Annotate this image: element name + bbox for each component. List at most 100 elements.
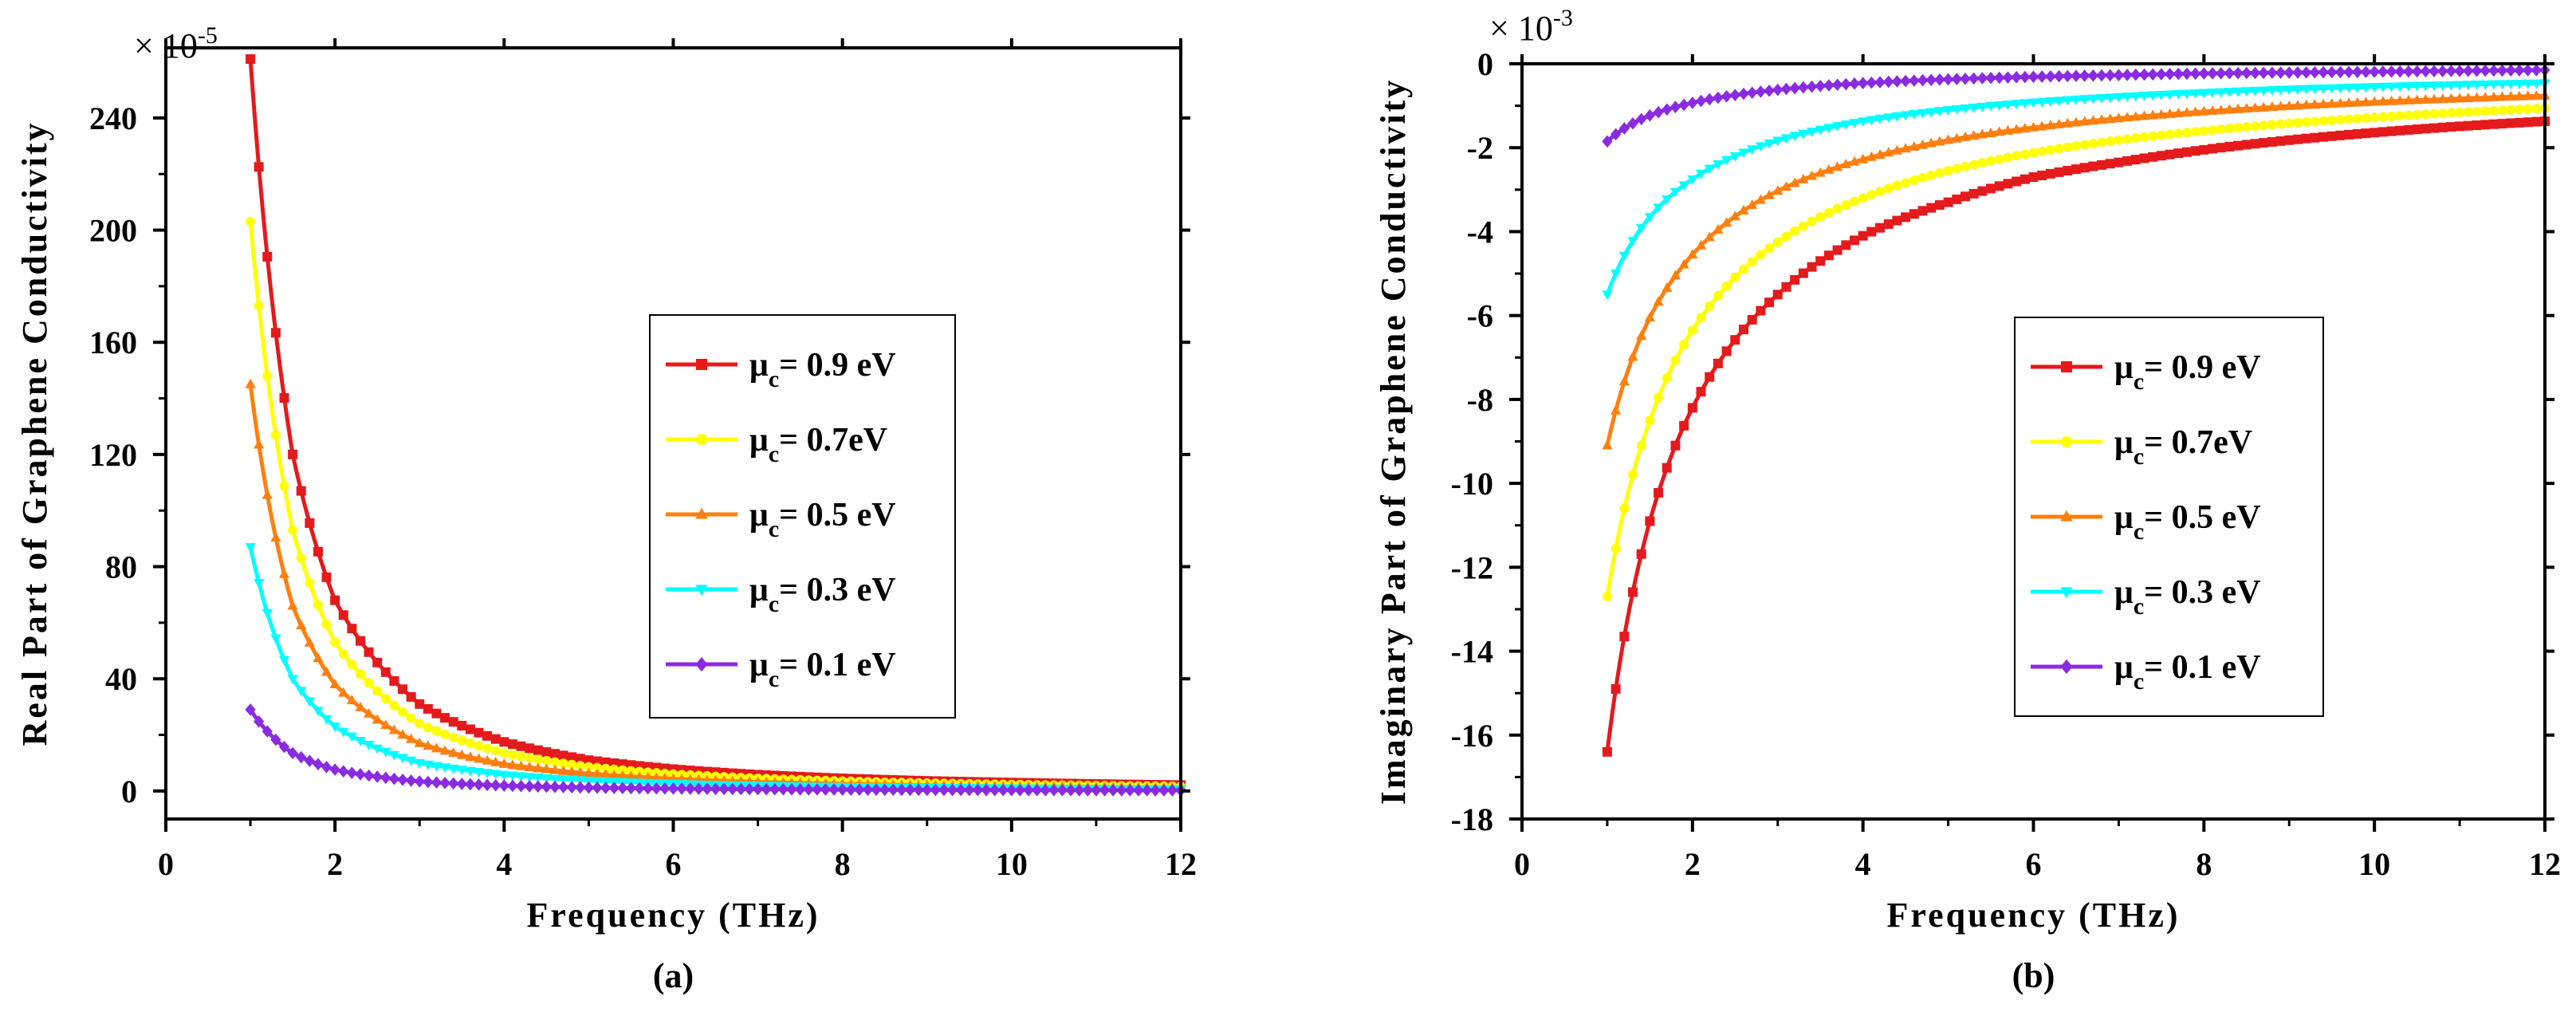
data-point [2301,117,2311,128]
data-point [296,687,307,697]
data-point [2377,65,2389,78]
data-point [254,301,264,311]
data-point [388,772,400,786]
data-point [364,707,375,718]
data-point [1934,167,1945,178]
data-point [2113,93,2125,103]
data-point [1704,164,1715,175]
data-point [525,743,535,754]
data-point [1823,207,1834,218]
data-point [1653,296,1664,306]
legend-label: μc= 0.3 eV [2114,574,2261,620]
data-point [482,754,493,765]
x-tick-label: 6 [666,846,682,882]
data-point [1654,392,1664,403]
data-point [2148,131,2158,141]
data-point [2036,97,2047,108]
data-point [482,730,493,741]
data-point [1056,784,1068,797]
data-point [2113,112,2125,123]
data-point [507,759,518,770]
data-point [499,737,509,747]
data-point [2445,93,2456,103]
data-point [676,782,687,795]
data-point [1619,503,1630,514]
data-point [2028,148,2039,158]
data-point [617,765,627,775]
data-point [1618,376,1630,386]
data-point [2446,122,2456,132]
data-point [1858,230,1868,241]
data-point [431,762,442,772]
data-point [262,251,273,262]
data-point [2352,83,2363,93]
data-point [439,776,450,790]
y-multiplier-base: × 10 [1489,9,1553,48]
data-point [431,726,442,736]
data-point [584,755,594,766]
legend-mu: μ [749,572,769,608]
series-group [1602,64,2550,757]
data-point [1858,117,1869,128]
data-point [1730,272,1740,282]
data-point [1713,290,1723,301]
data-point [2190,89,2201,99]
data-point [2395,125,2405,136]
data-point [1831,122,1843,132]
legend-mu: μ [2114,499,2134,536]
data-point [981,783,992,797]
data-point [803,783,814,796]
y-tick-label: -2 [1467,130,1493,166]
data-point [364,769,375,782]
data-point [380,694,391,704]
data-point [431,776,442,789]
data-point [2360,96,2372,107]
data-point [1721,281,1732,291]
legend-label: μc= 0.9 eV [2114,349,2261,395]
data-point [1602,592,1612,602]
data-point [457,735,467,746]
data-point [1747,257,1757,267]
data-point [997,783,1009,797]
data-point [1644,108,1655,122]
data-point [1781,282,1791,292]
data-point [1952,163,1962,174]
legend-marker [2061,436,2072,447]
legend-mu: μ [749,422,769,459]
data-point [2275,66,2287,79]
data-point [279,481,289,491]
data-point [440,729,450,739]
data-point [262,489,273,499]
data-point [346,695,357,705]
data-point [2208,144,2218,154]
data-point [305,518,315,528]
data-point [1866,76,1877,89]
data-point [1866,190,1877,200]
data-point [549,749,560,759]
data-point [524,780,535,793]
data-point [634,782,645,795]
data-point [2352,129,2362,140]
data-point [525,753,535,763]
data-point [2471,64,2483,77]
data-point [1099,784,1111,797]
data-point [1917,172,1928,183]
data-point [2514,64,2525,77]
data-point [541,780,552,793]
data-point [397,754,408,764]
x-tick-label: 10 [2358,846,2390,882]
data-point [423,760,434,770]
data-point [541,763,552,774]
data-point [2385,95,2397,105]
data-point [1764,189,1775,199]
data-point [2301,99,2312,109]
data-point [1704,231,1715,242]
data-point [2122,134,2133,144]
data-point [533,745,543,755]
data-point [1107,784,1119,797]
data-point [304,697,315,707]
data-point [1747,199,1758,209]
data-point [313,758,324,770]
data-point [549,757,560,767]
data-point [1925,108,1937,118]
